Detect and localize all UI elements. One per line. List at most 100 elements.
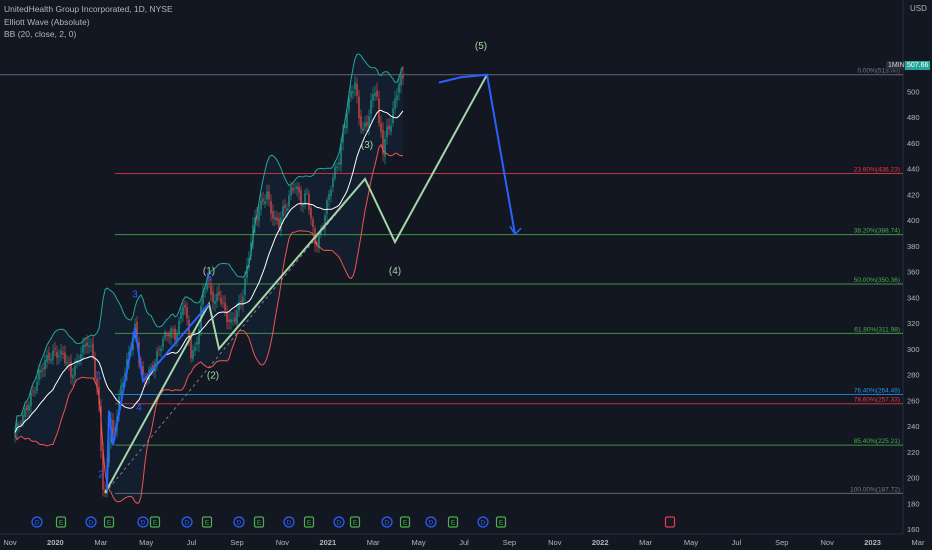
candle-body: [268, 191, 270, 200]
x-tick-label: 2023: [864, 538, 881, 547]
event-marker-label: D: [237, 520, 242, 527]
x-tick-label: Jul: [187, 538, 197, 547]
candle-body: [300, 190, 302, 204]
candle-body: [28, 404, 30, 412]
fib-level-label-3: 50.00%(350.36): [854, 277, 900, 284]
candle-body: [76, 360, 78, 364]
event-marker-label: E: [403, 520, 408, 527]
bb-lower-line: [14, 143, 404, 504]
candle-body: [212, 292, 214, 303]
candle-body: [108, 441, 110, 463]
candle-body: [352, 91, 354, 94]
x-tick-label: May: [684, 538, 698, 547]
candle-body: [374, 92, 376, 96]
candle-body: [90, 346, 92, 347]
dividend-event-marker: [381, 516, 393, 528]
candle-body: [244, 278, 246, 296]
candle-body: [286, 208, 288, 211]
earnings-event-marker: [495, 516, 507, 528]
earnings-event-marker: [201, 516, 213, 528]
event-marker-label: E: [153, 520, 158, 527]
x-tick-label: Mar: [94, 538, 107, 547]
chart-title: UnitedHealth Group Incorporated, 1D, NYS…: [4, 4, 173, 14]
candle-body: [294, 187, 296, 189]
candle-body: [32, 390, 34, 392]
candle-body: [44, 360, 46, 370]
candle-body: [346, 113, 348, 129]
event-marker-label: D: [185, 520, 190, 527]
x-tick-label: Jul: [732, 538, 742, 547]
candle-body: [206, 283, 208, 290]
wave-label: (5): [475, 41, 487, 52]
candle-body: [250, 242, 252, 257]
x-tick-label: 2021: [319, 538, 336, 547]
candle-body: [118, 396, 120, 416]
candle-body: [358, 96, 360, 119]
indicator-elliott-wave[interactable]: Elliott Wave (Absolute): [4, 17, 90, 27]
x-tick-label: Mar: [912, 538, 925, 547]
candle-body: [312, 219, 314, 228]
wave-label: 4: [136, 403, 142, 414]
candle-body: [232, 319, 234, 321]
event-marker-label: E: [451, 520, 456, 527]
candle-body: [398, 83, 400, 93]
candle-body: [362, 128, 364, 131]
candle-body: [370, 100, 372, 115]
candle-body: [296, 186, 298, 190]
dividend-event-marker: [425, 516, 437, 528]
wave-label: 5: [206, 273, 212, 284]
candle-body: [172, 329, 174, 332]
candle-body: [324, 215, 326, 230]
candle-body: [96, 378, 98, 389]
event-marker-label: D: [287, 520, 292, 527]
candle-body: [256, 214, 258, 219]
candle-body: [162, 338, 164, 348]
candle-body: [340, 143, 342, 165]
candle-body: [258, 210, 260, 221]
candle-body: [38, 369, 40, 380]
fib-level-label-8: 100.00%(187.72): [850, 486, 900, 493]
candle-body: [22, 414, 24, 424]
candle-body: [20, 422, 22, 424]
candle-body: [288, 195, 290, 207]
candle-body: [176, 333, 178, 343]
dividend-event-marker: [137, 516, 149, 528]
y-tick-label: 440: [907, 165, 920, 174]
candle-body: [368, 116, 370, 128]
dividend-event-marker: [233, 516, 245, 528]
candle-body: [334, 166, 336, 179]
bb-upper-line: [14, 53, 404, 430]
candle-body: [102, 449, 104, 490]
candle-body: [208, 283, 210, 285]
event-marker-label: E: [499, 520, 504, 527]
candle-body: [402, 75, 404, 79]
event-marker-label: D: [35, 520, 40, 527]
candle-body: [364, 123, 366, 128]
candle-body: [156, 350, 158, 363]
indicator-bollinger-bands[interactable]: BB (20, close, 2, 0): [4, 29, 77, 39]
y-tick-label: 200: [907, 474, 920, 483]
y-tick-label: 280: [907, 371, 920, 380]
y-tick-label: 360: [907, 268, 920, 277]
candle-body: [160, 348, 162, 352]
candle-body: [290, 186, 292, 196]
wave-label: 1: [96, 370, 102, 381]
candle-body: [246, 265, 248, 278]
candle-body: [122, 382, 124, 388]
x-tick-label: Sep: [230, 538, 243, 547]
candle-body: [384, 138, 386, 157]
candle-body: [230, 319, 232, 323]
candle-body: [234, 317, 236, 322]
candle-body: [74, 365, 76, 376]
candle-body: [270, 201, 272, 214]
event-marker-label: D: [141, 520, 146, 527]
event-marker-label: D: [89, 520, 94, 527]
candle-body: [372, 94, 374, 101]
candle-body: [344, 125, 346, 129]
candle-body: [292, 188, 294, 191]
candle-body: [26, 405, 28, 411]
event-marker-label: D: [385, 520, 390, 527]
candle-body: [164, 331, 166, 338]
